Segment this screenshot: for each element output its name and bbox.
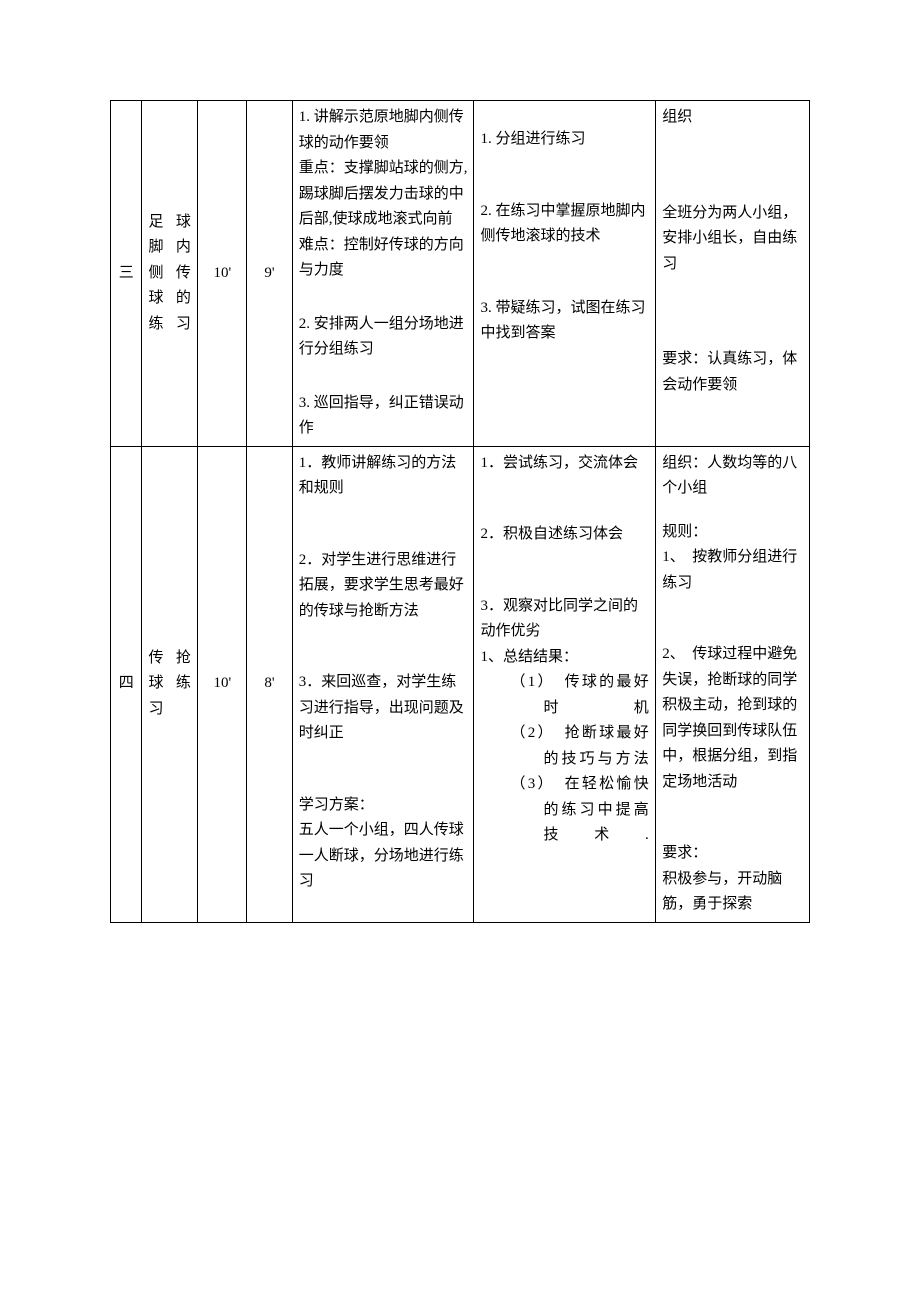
teacher-line: 1. 讲解示范原地脚内侧传球的动作要领 xyxy=(299,105,468,156)
teacher-line: 3．来回巡查，对学生练习进行指导，出现问题及时纠正 xyxy=(299,670,468,747)
student-line: 1、总结结果： xyxy=(480,645,649,671)
teacher-cell: 1．教师讲解练习的方法和规则 2．对学生进行思维进行拓展，要求学生思考最好的传球… xyxy=(292,446,474,922)
sublist-item: （2） 抢断球最好的技巧与方法 xyxy=(510,721,649,772)
student-cell: 1．尝试练习，交流体会 2．积极自述练习体会 3．观察对比同学之间的动作优劣 1… xyxy=(474,446,656,922)
teacher-line: 重点：支撑脚站球的侧方,踢球脚后摆发力击球的中后部,使球成地滚式向前 xyxy=(299,156,468,233)
row-time1: 10' xyxy=(198,446,247,922)
table-row: 四 传抢球练习 10' 8' 1．教师讲解练习的方法和规则 2．对学生进行思维进… xyxy=(111,446,810,922)
row-time1: 10' xyxy=(198,101,247,447)
student-line: 2. 在练习中掌握原地脚内侧传地滚球的技术 xyxy=(480,199,649,250)
row-index: 三 xyxy=(111,101,142,447)
org-line: 组织 xyxy=(662,105,803,131)
org-cell: 组织：人数均等的八个小组 规则： 1、 按教师分组进行练习 2、 传球过程中避免… xyxy=(656,446,810,922)
row-time2: 9' xyxy=(247,101,292,447)
org-line: 积极参与，开动脑筋，勇于探索 xyxy=(662,867,803,918)
student-line: 3．观察对比同学之间的动作优劣 xyxy=(480,594,649,645)
student-line: 1．尝试练习，交流体会 xyxy=(480,451,649,477)
row-subject: 足球脚内侧传球的练习 xyxy=(142,101,198,447)
teacher-line: 1．教师讲解练习的方法和规则 xyxy=(299,451,468,502)
sublist-item: （1） 传球的最好时机 xyxy=(510,670,649,721)
org-cell: 组织 全班分为两人小组，安排小组长，自由练习 要求：认真练习，体会动作要领 xyxy=(656,101,810,447)
sublist: （1） 传球的最好时机 （2） 抢断球最好的技巧与方法 （3） 在轻松愉快的练习… xyxy=(480,670,649,849)
org-line: 要求： xyxy=(662,841,803,867)
student-line: 2．积极自述练习体会 xyxy=(480,522,649,548)
table-row: 三 足球脚内侧传球的练习 10' 9' 1. 讲解示范原地脚内侧传球的动作要领 … xyxy=(111,101,810,447)
student-line: 3. 带疑练习，试图在练习中找到答案 xyxy=(480,296,649,347)
org-line: 2、 传球过程中避免失误，抢断球的同学积极主动，抢到球的同学换回到传球队伍中，根… xyxy=(662,642,803,795)
student-line: 1. 分组进行练习 xyxy=(480,127,649,153)
teacher-line: 学习方案： xyxy=(299,793,468,819)
org-line: 要求：认真练习，体会动作要领 xyxy=(662,347,803,398)
teacher-cell: 1. 讲解示范原地脚内侧传球的动作要领 重点：支撑脚站球的侧方,踢球脚后摆发力击… xyxy=(292,101,474,447)
org-line: 组织：人数均等的八个小组 xyxy=(662,451,803,502)
org-line: 全班分为两人小组，安排小组长，自由练习 xyxy=(662,201,803,278)
org-line: 1、 按教师分组进行练习 xyxy=(662,545,803,596)
teacher-line: 难点：控制好传球的方向与力度 xyxy=(299,233,468,284)
teacher-line: 2. 安排两人一组分场地进行分组练习 xyxy=(299,312,468,363)
student-cell: 1. 分组进行练习 2. 在练习中掌握原地脚内侧传地滚球的技术 3. 带疑练习，… xyxy=(474,101,656,447)
teacher-line: 3. 巡回指导，纠正错误动作 xyxy=(299,391,468,442)
org-line: 规则： xyxy=(662,520,803,546)
teacher-line: 2．对学生进行思维进行拓展，要求学生思考最好的传球与抢断方法 xyxy=(299,548,468,625)
row-time2: 8' xyxy=(247,446,292,922)
teacher-line: 五人一个小组，四人传球一人断球，分场地进行练习 xyxy=(299,818,468,895)
sublist-item: （3） 在轻松愉快的练习中提高技术. xyxy=(510,772,649,849)
lesson-plan-table: 三 足球脚内侧传球的练习 10' 9' 1. 讲解示范原地脚内侧传球的动作要领 … xyxy=(110,100,810,923)
row-index: 四 xyxy=(111,446,142,922)
row-subject: 传抢球练习 xyxy=(142,446,198,922)
